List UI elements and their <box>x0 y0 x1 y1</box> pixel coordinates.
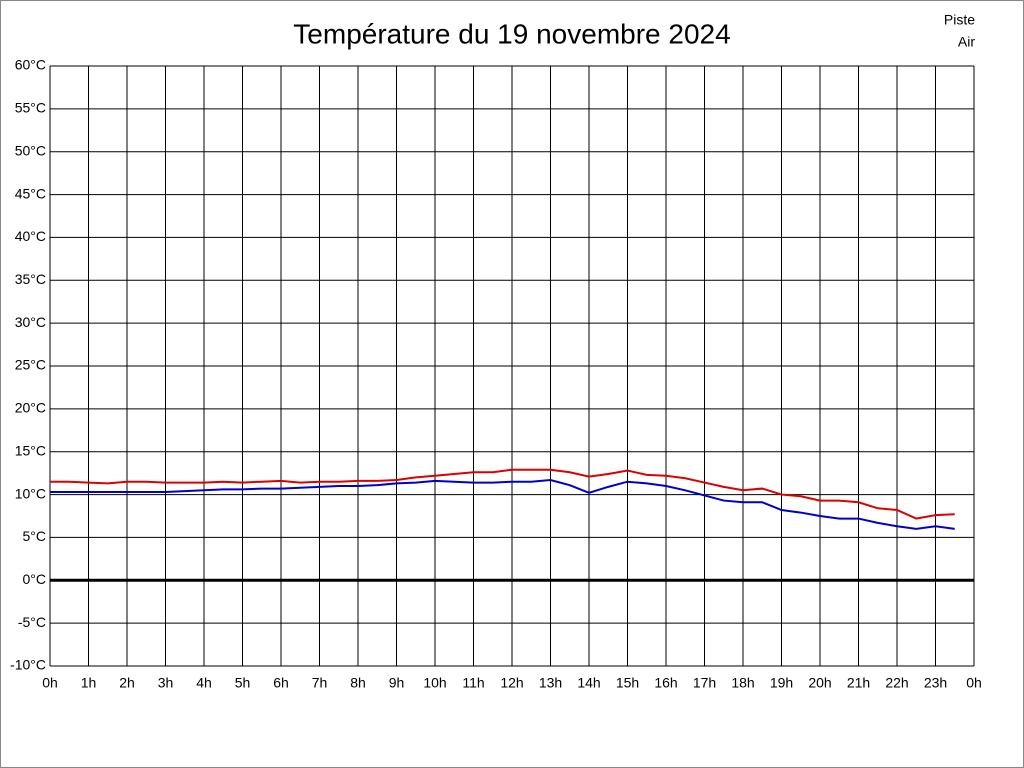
x-tick-label: 4h <box>196 675 212 691</box>
x-tick-label: 21h <box>847 675 870 691</box>
y-tick-label: 35°C <box>15 271 46 287</box>
y-tick-label: 45°C <box>15 185 46 201</box>
x-tick-label: 14h <box>577 675 600 691</box>
y-tick-label: 25°C <box>15 357 46 373</box>
x-tick-label: 15h <box>616 675 639 691</box>
x-tick-label: 18h <box>731 675 754 691</box>
x-tick-label: 11h <box>462 675 484 691</box>
x-tick-label: 0h <box>966 675 982 691</box>
x-tick-label: 5h <box>235 675 251 691</box>
y-tick-label: -5°C <box>18 614 46 630</box>
y-tick-label: -10°C <box>10 657 46 673</box>
legend-entry: Air <box>958 34 975 50</box>
x-tick-label: 19h <box>770 675 793 691</box>
y-tick-label: 55°C <box>15 100 46 116</box>
y-tick-label: 40°C <box>15 228 46 244</box>
x-tick-label: 16h <box>654 675 677 691</box>
y-tick-label: 0°C <box>23 571 47 587</box>
y-tick-label: 30°C <box>15 314 46 330</box>
x-tick-label: 1h <box>81 675 97 691</box>
x-tick-label: 22h <box>885 675 908 691</box>
x-tick-label: 3h <box>158 675 174 691</box>
chart-title: Température du 19 novembre 2024 <box>293 18 730 49</box>
legend-entry: Piste <box>944 12 975 28</box>
x-tick-label: 13h <box>539 675 562 691</box>
x-tick-label: 8h <box>350 675 366 691</box>
x-tick-label: 9h <box>389 675 405 691</box>
y-tick-label: 60°C <box>15 57 46 73</box>
y-tick-label: 10°C <box>15 485 46 501</box>
x-tick-label: 20h <box>808 675 831 691</box>
x-tick-label: 6h <box>273 675 289 691</box>
y-tick-label: 5°C <box>23 528 47 544</box>
x-tick-label: 7h <box>312 675 328 691</box>
series-line <box>50 468 955 520</box>
series-line <box>50 478 955 530</box>
x-tick-label: 17h <box>693 675 716 691</box>
x-tick-label: 23h <box>924 675 947 691</box>
x-tick-label: 0h <box>42 675 58 691</box>
x-tick-label: 12h <box>500 675 523 691</box>
x-tick-label: 2h <box>119 675 135 691</box>
y-tick-label: 50°C <box>15 142 46 158</box>
y-tick-label: 20°C <box>15 400 46 416</box>
x-tick-label: 10h <box>423 675 446 691</box>
y-tick-label: 15°C <box>15 442 46 458</box>
